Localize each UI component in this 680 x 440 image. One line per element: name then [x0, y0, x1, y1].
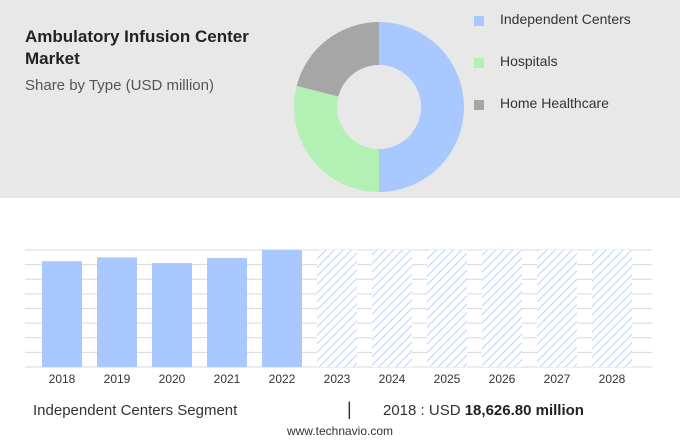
bar-2020 [152, 263, 192, 367]
bar-2022 [262, 250, 302, 367]
segment-year-prefix: 2018 : USD [383, 402, 461, 419]
legend-item-independent-centers: Independent Centers [474, 10, 674, 52]
x-tick-label: 2025 [434, 372, 461, 386]
x-tick-label: 2028 [599, 372, 626, 386]
chart-title: Ambulatory Infusion Center Market [25, 27, 249, 68]
bar-2026 [482, 250, 522, 367]
donut-slice-independent-centers [379, 22, 464, 192]
footer-separator: | [347, 399, 352, 419]
segment-value-amount: 18,626.80 million [464, 402, 584, 419]
bar-2027 [537, 250, 577, 367]
bar-2024 [372, 250, 412, 367]
donut-chart [294, 22, 464, 192]
legend-item-hospitals: Hospitals [474, 52, 674, 94]
x-tick-label: 2027 [544, 372, 571, 386]
x-tick-label: 2019 [104, 372, 131, 386]
bar-2021 [207, 257, 247, 367]
legend-swatch-hospitals [474, 58, 484, 68]
legend-label: Home Healthcare [500, 95, 609, 111]
bar-chart: 2018 2019 2020 2021 2022 2023 2024 2025 2026 2027… [25, 249, 652, 386]
source-link[interactable]: www.technavio.com [286, 424, 394, 438]
bar-2018 [42, 261, 82, 367]
donut-slice-hospitals [294, 85, 379, 192]
x-tick-label: 2022 [269, 372, 296, 386]
x-tick-label: 2023 [324, 372, 351, 386]
bar-2023 [317, 250, 357, 367]
x-tick-label: 2026 [489, 372, 516, 386]
segment-label: Independent Centers Segment [33, 402, 238, 419]
bar-2019 [97, 257, 137, 367]
bar-2028 [592, 250, 632, 367]
legend-swatch-home [474, 100, 484, 110]
segment-value: 2018 : USD 18,626.80 million [383, 402, 584, 419]
x-tick-label: 2024 [379, 372, 406, 386]
chart-subtitle: Share by Type (USD million) [25, 77, 214, 94]
legend: Independent Centers Hospitals Home Healt… [474, 10, 674, 136]
x-tick-label: 2020 [159, 372, 186, 386]
legend-label: Hospitals [500, 53, 558, 69]
legend-label: Independent Centers [500, 11, 631, 27]
legend-swatch-independent [474, 16, 484, 26]
donut-slice-home-healthcare [296, 22, 379, 97]
x-tick-label: 2018 [49, 372, 76, 386]
bar-2025 [427, 250, 467, 367]
x-tick-label: 2021 [214, 372, 241, 386]
legend-item-home-healthcare: Home Healthcare [474, 94, 674, 136]
